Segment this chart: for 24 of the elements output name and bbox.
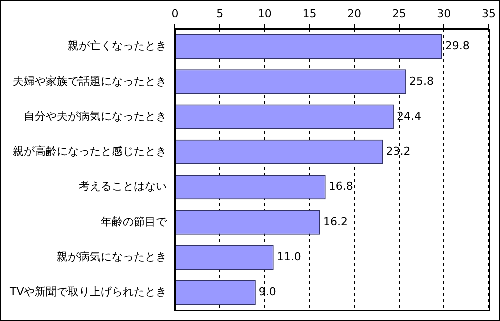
x-tick-label: 10 <box>258 7 272 20</box>
y-tick-label: TVや新聞で取り上げられたとき <box>8 286 168 299</box>
x-tick-label: 15 <box>302 7 317 20</box>
data-label: 24.4 <box>396 110 422 123</box>
x-tick-label: 0 <box>172 7 179 20</box>
x-tick-label: 35 <box>482 7 496 20</box>
y-tick-label: 親が高齢になったと感じたとき <box>13 145 168 158</box>
data-label: 23.2 <box>386 145 411 158</box>
y-tick-label: 自分や夫が病気になったとき <box>24 110 168 123</box>
data-label: 25.8 <box>410 74 434 88</box>
y-tick-label: 年齢の節目で <box>101 215 168 228</box>
x-tick-label: 30 <box>437 7 452 20</box>
data-label: 16.2 <box>323 215 348 228</box>
x-tick-label: 5 <box>216 7 224 20</box>
data-label: 29.8 <box>445 40 470 53</box>
y-tick-label: 親が亡くなったとき <box>68 40 168 53</box>
y-tick-label: 考えることはない <box>79 180 168 194</box>
x-tick-label: 20 <box>348 7 362 20</box>
data-label: 16.8 <box>328 180 354 194</box>
data-label: 9.0 <box>258 286 276 299</box>
y-tick-label: 親が病気になったとき <box>57 250 168 264</box>
y-tick-label: 夫婦や家族で話題になったとき <box>13 74 168 88</box>
data-label: 11.0 <box>276 250 302 264</box>
x-tick-label: 25 <box>392 7 406 20</box>
